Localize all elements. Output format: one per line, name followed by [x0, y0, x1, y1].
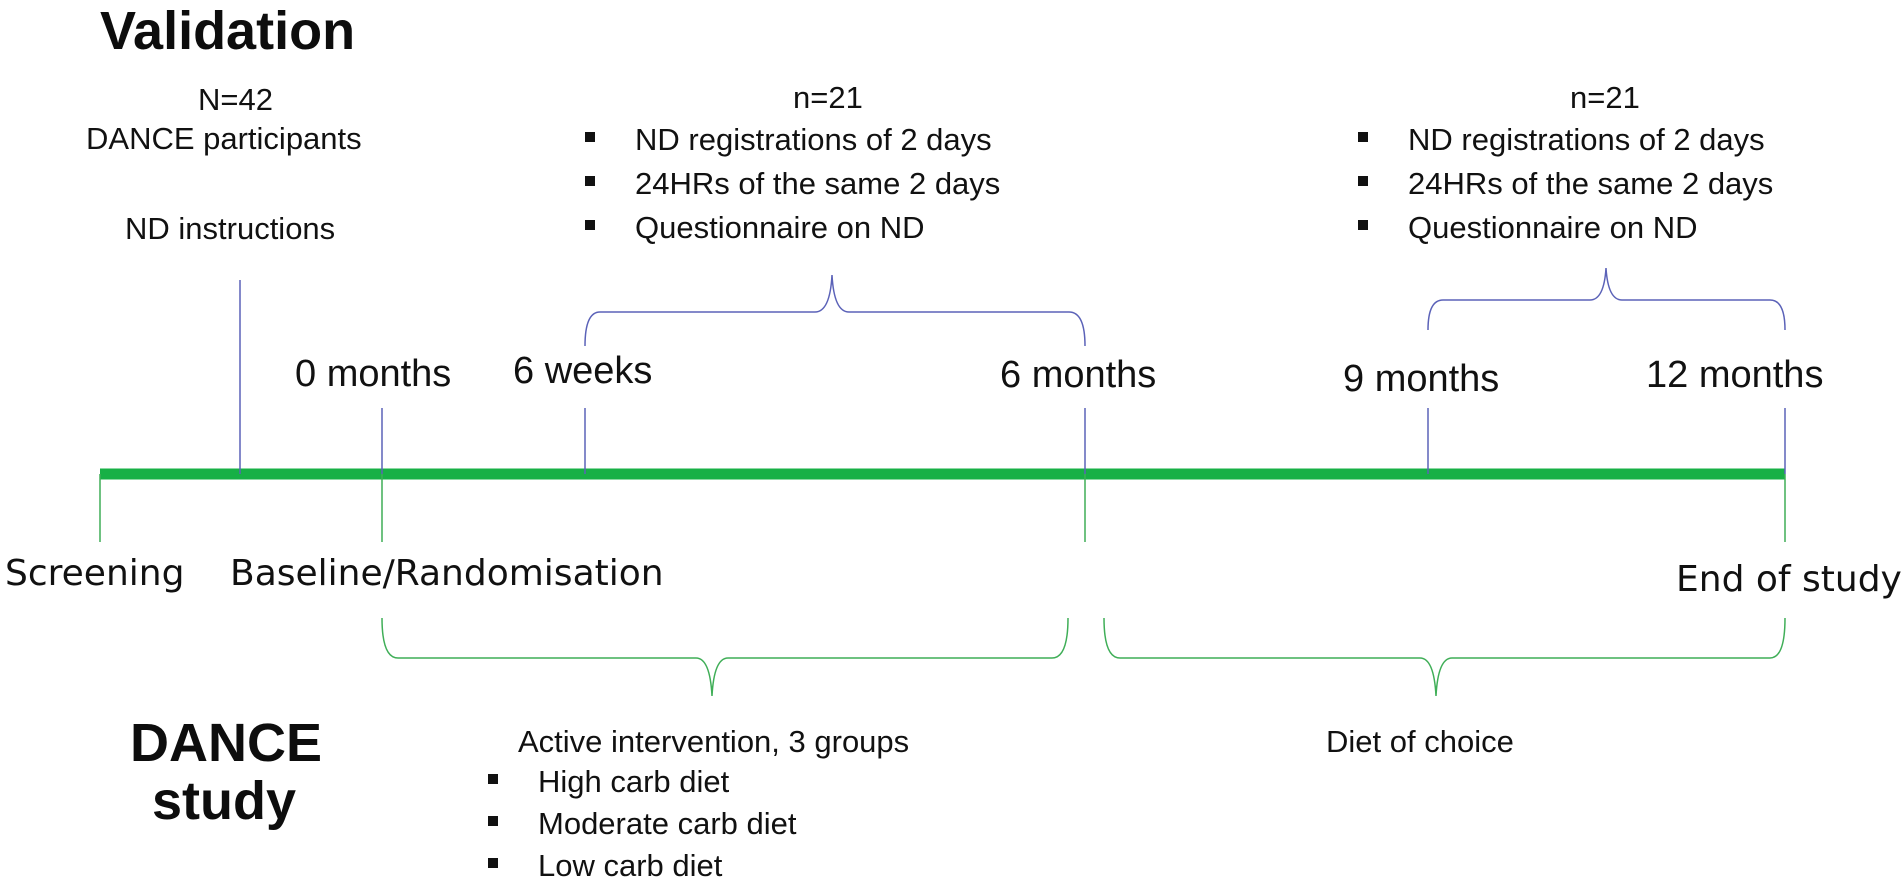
tick-label-0-months: 0 months [295, 353, 452, 395]
tick-label-6-weeks: 6 weeks [513, 350, 653, 392]
group1-item: Questionnaire on ND [585, 212, 925, 243]
diet-group-item: Moderate carb diet [488, 808, 796, 839]
screening-label: Screening [5, 553, 185, 594]
dance-title-line2: study [152, 771, 297, 831]
participants-label: DANCE participants [86, 121, 362, 156]
diet-of-choice-label: Diet of choice [1326, 724, 1514, 759]
baseline-label: Baseline/Randomisation [230, 553, 664, 594]
group1-item: ND registrations of 2 days [585, 124, 992, 155]
group2-n-label: n=21 [1570, 80, 1640, 115]
dance-title-line1: DANCE [130, 713, 323, 773]
diet-group-item: Low carb diet [488, 850, 722, 881]
diet-group-item: High carb diet [488, 766, 729, 797]
group2-item: ND registrations of 2 days [1358, 124, 1765, 155]
validation-brace-2 [1427, 267, 1786, 331]
diet-of-choice-brace [1103, 617, 1786, 697]
group2-item: Questionnaire on ND [1358, 212, 1698, 243]
n-total-label: N=42 [198, 82, 273, 117]
group1-n-label: n=21 [793, 80, 863, 115]
validation-brace-1 [584, 274, 1086, 347]
group1-item: 24HRs of the same 2 days [585, 168, 1000, 199]
end-of-study-label: End of study [1676, 559, 1902, 600]
nd-instructions-label: ND instructions [125, 211, 336, 246]
active-intervention-label: Active intervention, 3 groups [518, 724, 910, 759]
tick-label-6-months: 6 months [1000, 354, 1157, 396]
tick-label-9-months: 9 months [1343, 358, 1500, 400]
tick-label-12-months: 12 months [1646, 354, 1824, 396]
validation-title: Validation [100, 1, 356, 61]
active-intervention-brace [381, 617, 1069, 697]
group2-item: 24HRs of the same 2 days [1358, 168, 1773, 199]
